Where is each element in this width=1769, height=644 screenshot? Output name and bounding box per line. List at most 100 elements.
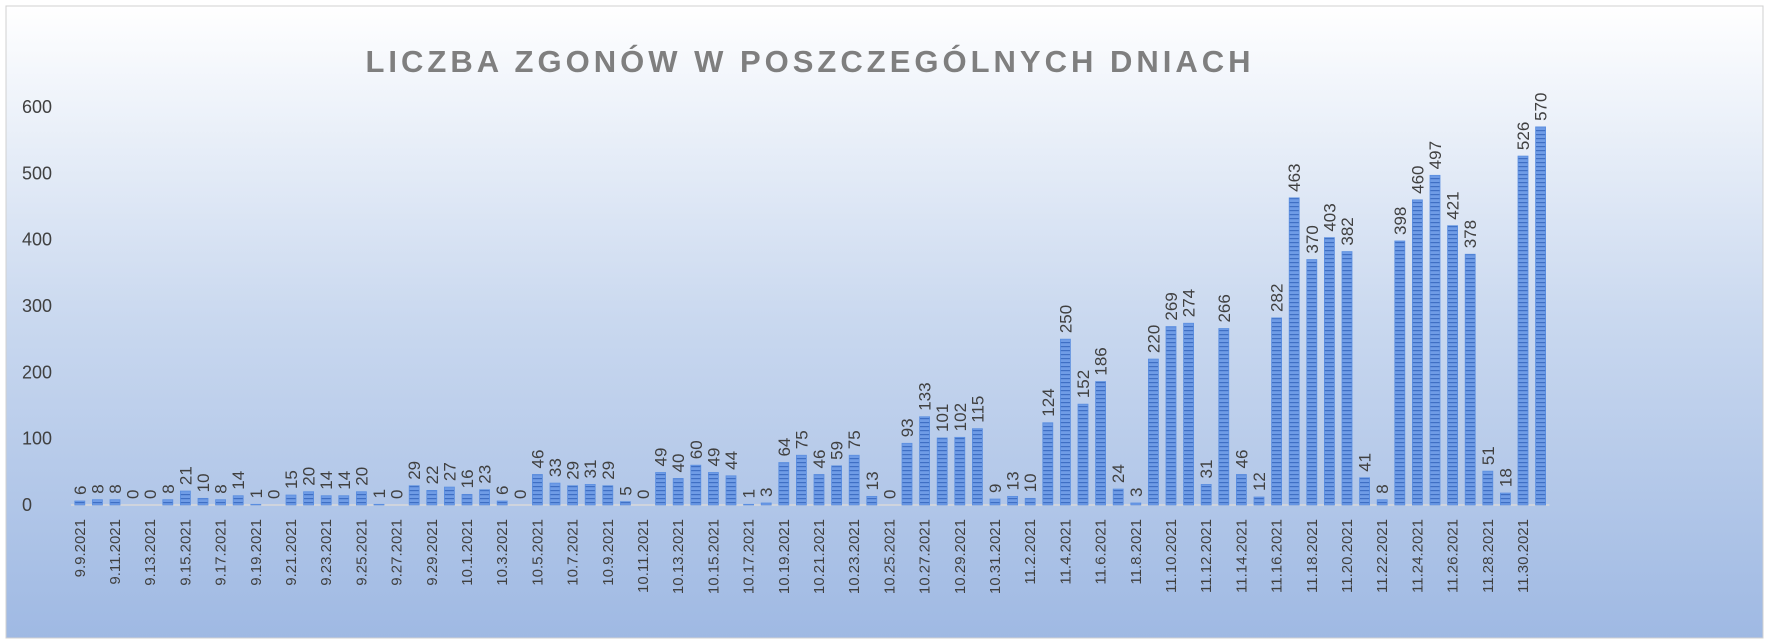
- value-label: 124: [1039, 388, 1058, 416]
- x-tick-label: 10.13.2021: [670, 519, 687, 594]
- bar: [1517, 155, 1529, 506]
- value-label: 29: [405, 461, 424, 480]
- bar: [1095, 381, 1106, 506]
- bar: [972, 428, 983, 506]
- value-label: 41: [1356, 453, 1375, 472]
- value-label: 282: [1268, 284, 1287, 312]
- value-label: 14: [317, 471, 336, 490]
- x-tick-label: 10.31.2021: [987, 519, 1004, 594]
- x-tick-label: 11.14.2021: [1233, 519, 1250, 593]
- x-tick-label: 10.9.2021: [600, 519, 617, 586]
- y-tick-label: 300: [22, 296, 52, 316]
- bar: [1236, 474, 1247, 506]
- x-tick-label: 11.28.2021: [1480, 519, 1497, 593]
- value-label: 398: [1391, 207, 1410, 235]
- value-label: 46: [1232, 450, 1251, 469]
- value-label: 186: [1092, 347, 1111, 375]
- value-label: 20: [300, 467, 319, 486]
- bar: [1500, 492, 1511, 506]
- x-tick-label: 11.16.2021: [1269, 519, 1286, 593]
- value-label: 16: [458, 469, 477, 488]
- bar: [408, 485, 420, 506]
- bar: [1464, 253, 1476, 506]
- x-tick-label: 11.8.2021: [1128, 519, 1145, 585]
- bar: [1130, 502, 1142, 506]
- bar: [109, 499, 121, 506]
- bar: [743, 503, 754, 506]
- bar: [1288, 197, 1300, 506]
- value-label: 570: [1532, 93, 1551, 121]
- x-tick-label: 10.29.2021: [952, 519, 969, 594]
- bar: [1183, 322, 1194, 506]
- bar: [567, 485, 578, 506]
- bar: [584, 484, 596, 506]
- bar: [479, 489, 491, 506]
- value-label: 13: [1004, 471, 1023, 490]
- value-label: 13: [863, 471, 882, 490]
- x-tick-label: 11.4.2021: [1057, 519, 1074, 585]
- value-label: 8: [159, 484, 178, 493]
- value-label: 1: [247, 489, 266, 498]
- y-tick-label: 0: [22, 495, 32, 515]
- bar: [1482, 470, 1494, 506]
- value-label: 15: [282, 470, 301, 489]
- bar: [989, 498, 1001, 506]
- value-label: 3: [757, 488, 776, 497]
- value-label: 93: [898, 418, 917, 437]
- bar: [373, 503, 385, 506]
- x-tick-label: 11.22.2021: [1374, 519, 1391, 593]
- value-label: 40: [669, 454, 688, 473]
- value-label: 1: [740, 489, 759, 498]
- x-tick-label: 10.11.2021: [635, 519, 652, 593]
- bar: [1042, 422, 1054, 506]
- x-tick-label: 10.1.2021: [459, 519, 476, 586]
- value-label: 378: [1461, 220, 1480, 248]
- value-label: 75: [792, 430, 811, 449]
- x-tick-label: 9.17.2021: [213, 519, 230, 586]
- bar: [320, 495, 332, 506]
- bar: [355, 491, 367, 506]
- bar: [1007, 495, 1018, 506]
- value-label: 10: [194, 473, 213, 492]
- bar: [672, 478, 684, 506]
- value-label: 220: [1144, 325, 1163, 353]
- bar: [919, 416, 930, 506]
- x-tick-label: 11.2.2021: [1022, 519, 1039, 585]
- value-label: 46: [810, 450, 829, 469]
- value-label: 31: [581, 460, 600, 479]
- bar: [655, 472, 666, 506]
- bar: [162, 499, 174, 506]
- value-label: 497: [1426, 141, 1445, 169]
- x-tick-label: 9.15.2021: [177, 519, 194, 586]
- value-label: 463: [1285, 164, 1304, 192]
- value-label: 5: [616, 486, 635, 495]
- x-tick-label: 9.29.2021: [424, 519, 441, 586]
- value-label: 382: [1338, 217, 1357, 245]
- value-label: 27: [440, 462, 459, 481]
- value-label: 22: [423, 465, 442, 484]
- x-tick-label: 10.23.2021: [846, 519, 863, 594]
- bar: [690, 464, 702, 506]
- bar: [1535, 126, 1546, 506]
- bar: [866, 495, 878, 506]
- value-label: 8: [106, 484, 125, 493]
- value-label: 8: [212, 484, 231, 493]
- bar: [1447, 225, 1458, 506]
- value-label: 102: [951, 403, 970, 431]
- value-label: 46: [528, 450, 547, 469]
- y-tick-label: 400: [22, 230, 52, 250]
- bar: [831, 465, 842, 506]
- bar: [620, 501, 631, 506]
- bar: [74, 500, 86, 506]
- value-label: 0: [388, 490, 407, 499]
- x-tick-label: 10.25.2021: [881, 519, 898, 594]
- bar: [1376, 499, 1388, 506]
- bar: [778, 462, 790, 506]
- bar: [549, 482, 561, 506]
- value-label: 60: [687, 440, 706, 459]
- bar: [760, 502, 772, 506]
- bar: [285, 494, 297, 506]
- value-label: 0: [634, 490, 653, 499]
- bar: [443, 486, 455, 506]
